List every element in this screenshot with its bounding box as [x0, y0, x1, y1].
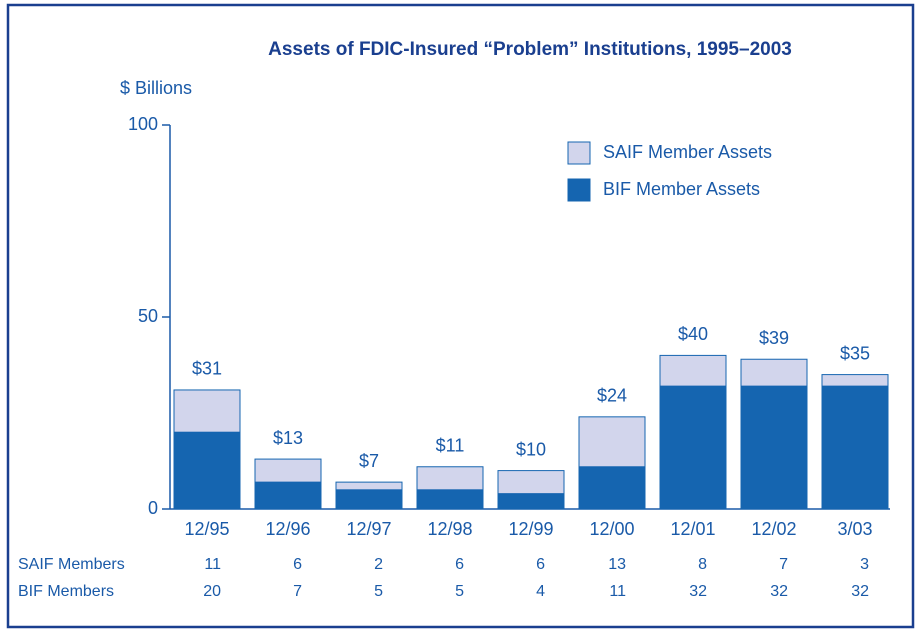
table-cell: 2	[374, 556, 383, 573]
total-label: $39	[759, 328, 789, 348]
table-row-label: SAIF Members	[18, 556, 125, 573]
table-cell: 11	[609, 583, 626, 600]
table-cell: 3	[860, 556, 869, 573]
x-tick-label: 12/96	[265, 519, 310, 539]
bar-segment	[659, 354, 727, 387]
table-cell: 32	[770, 583, 788, 600]
bar-segment	[335, 481, 403, 491]
y-tick-label: 100	[128, 114, 158, 134]
x-tick-label: 12/97	[346, 519, 391, 539]
bar-segment	[173, 389, 241, 433]
table-cell: 4	[536, 583, 545, 600]
legend-label: SAIF Member Assets	[603, 142, 772, 162]
x-tick-label: 12/01	[670, 519, 715, 539]
legend-swatch	[567, 141, 591, 165]
table-cell: 6	[293, 556, 302, 573]
frame	[6, 3, 915, 629]
x-tick-label: 3/03	[837, 519, 872, 539]
total-label: $11	[436, 436, 465, 456]
bar-segment	[416, 489, 484, 510]
bar-segment	[497, 470, 565, 495]
bar-segment	[497, 493, 565, 510]
table-cell: 20	[203, 583, 221, 600]
table-cell: 5	[374, 583, 383, 600]
table-cell: 7	[779, 556, 788, 573]
x-tick-label: 12/99	[508, 519, 553, 539]
bar-segment	[578, 416, 646, 468]
x-tick-label: 12/00	[589, 519, 634, 539]
bar-segment	[821, 374, 889, 387]
table-cell: 13	[608, 556, 626, 573]
table-cell: 32	[689, 583, 707, 600]
x-tick-label: 12/02	[751, 519, 796, 539]
table-cell: 32	[851, 583, 869, 600]
legend-swatch	[567, 178, 591, 202]
bar-segment	[740, 385, 808, 510]
total-label: $40	[678, 324, 708, 344]
bar-segment	[578, 466, 646, 510]
bar-segment	[254, 458, 322, 483]
bar-segment	[821, 385, 889, 510]
total-label: $31	[192, 359, 222, 379]
table-cell: 5	[455, 583, 464, 600]
bar-segment	[254, 481, 322, 510]
y-axis-label: $ Billions	[120, 78, 192, 98]
table-cell: 6	[536, 556, 545, 573]
total-label: $7	[359, 451, 379, 471]
total-label: $35	[840, 343, 870, 363]
bar-segment	[173, 431, 241, 510]
x-tick-label: 12/98	[427, 519, 472, 539]
table-cell: 7	[293, 583, 302, 600]
total-label: $24	[597, 386, 627, 406]
legend-label: BIF Member Assets	[603, 179, 760, 199]
table-row-label: BIF Members	[18, 583, 114, 600]
y-tick-label: 50	[138, 306, 158, 326]
y-tick-label: 0	[148, 498, 158, 518]
bar-segment	[659, 385, 727, 510]
bar-segment	[740, 358, 808, 387]
table-cell: 6	[455, 556, 464, 573]
total-label: $13	[273, 428, 303, 448]
bar-segment	[335, 489, 403, 510]
total-label: $10	[516, 439, 546, 459]
x-tick-label: 12/95	[184, 519, 229, 539]
bar-segment	[416, 466, 484, 491]
chart-title: Assets of FDIC-Insured “Problem” Institu…	[268, 39, 792, 60]
table-cell: 8	[698, 556, 707, 573]
table-cell: 11	[204, 556, 221, 573]
